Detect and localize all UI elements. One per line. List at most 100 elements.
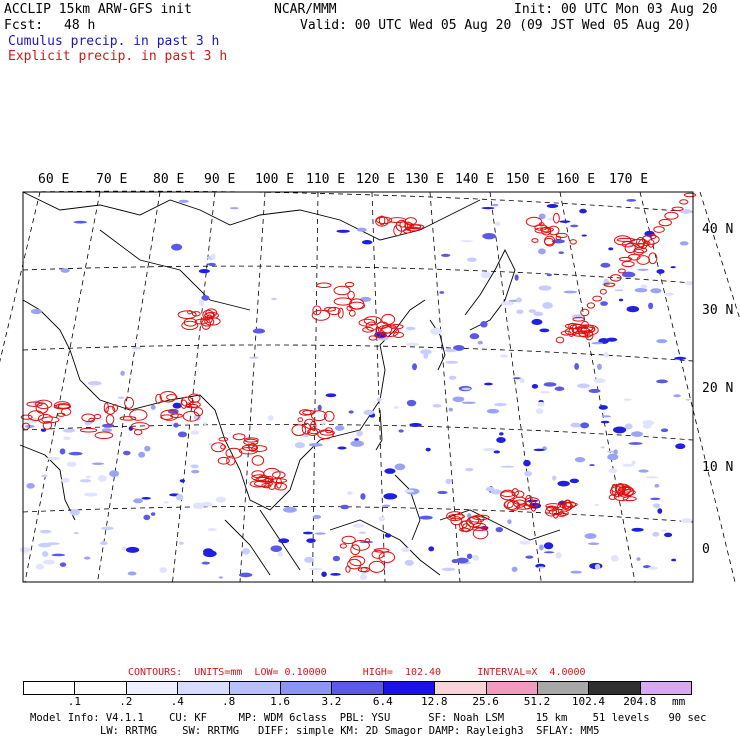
explicit-precip-contour: [555, 336, 565, 344]
cumulus-precip-cell: [507, 519, 512, 525]
cumulus-precip-cell: [645, 476, 659, 479]
cumulus-precip-cell: [308, 442, 323, 447]
cumulus-precip-cell: [631, 431, 643, 437]
explicit-precip-contour: [155, 393, 162, 404]
cumulus-precip-cell: [500, 354, 509, 358]
explicit-precip-contour: [350, 544, 361, 556]
cumulus-precip-cell: [332, 555, 341, 562]
cumulus-precip-cell: [40, 428, 47, 432]
explicit-precip-contour: [182, 410, 200, 422]
cumulus-precip-cell: [600, 446, 605, 449]
explicit-precip-contour: [621, 486, 634, 497]
cumulus-precip-cell: [171, 243, 183, 251]
footer-model-info: Model Info: V4.1.1 CU: KF MP: WDM 6class…: [30, 712, 707, 724]
explicit-precip-contour: [611, 483, 617, 495]
cumulus-precip-cell: [670, 266, 676, 269]
cumulus-precip-cell: [283, 506, 297, 513]
cumulus-precip-cell: [314, 532, 326, 535]
explicit-precip-contour: [524, 494, 533, 506]
cumulus-precip-cell: [79, 479, 92, 483]
explicit-precip-contour: [580, 308, 590, 317]
explicit-precip-contour: [653, 226, 665, 233]
cumulus-precip-cell: [597, 363, 602, 371]
legend-cumulus: Cumulus precip. in past 3 h: [8, 34, 220, 49]
cumulus-precip-cell: [445, 360, 459, 364]
cumulus-precip-cell: [539, 328, 550, 333]
explicit-precip-contour: [614, 483, 631, 496]
cumulus-precip-cell: [452, 396, 465, 403]
cumulus-precip-cell: [605, 337, 618, 342]
colorbar-level: 51.2: [523, 695, 551, 708]
cumulus-precip-cell: [591, 342, 604, 345]
cumulus-precip-cell: [466, 553, 473, 560]
cumulus-precip-cell: [494, 402, 507, 407]
cumulus-precip-cell: [461, 387, 471, 391]
cumulus-precip-cell: [495, 526, 504, 533]
cumulus-precip-cell: [117, 396, 125, 400]
cumulus-precip-cell: [660, 428, 669, 433]
explicit-precip-contour: [347, 558, 362, 570]
cumulus-precip-cell: [589, 464, 595, 467]
fcst-label: Fcst:: [4, 18, 44, 33]
explicit-precip-contour: [299, 409, 312, 416]
cumulus-precip-cell: [648, 566, 658, 570]
cumulus-precip-cell: [481, 206, 495, 210]
cumulus-precip-cell: [376, 397, 382, 402]
cumulus-precip-cell: [66, 461, 77, 467]
cumulus-precip-cell: [419, 515, 433, 520]
cumulus-precip-cell: [141, 496, 151, 500]
cumulus-precip-cell: [404, 559, 414, 566]
cumulus-precip-cell: [143, 514, 151, 521]
cumulus-precip-cell: [579, 208, 587, 214]
explicit-precip-contour: [555, 232, 568, 239]
colorbar-swatch: [280, 681, 333, 695]
explicit-precip-contour: [649, 233, 657, 240]
explicit-precip-contour: [166, 394, 178, 401]
cumulus-precip-cell: [482, 232, 496, 240]
cumulus-precip-cell: [656, 379, 669, 384]
cumulus-precip-cell: [680, 518, 693, 524]
org-label: NCAR/MMM: [274, 2, 337, 17]
cumulus-precip-cell: [200, 502, 213, 507]
explicit-precip-contour: [319, 430, 335, 436]
coastline-segment: [22, 299, 426, 511]
cumulus-precip-cell: [554, 386, 565, 391]
colorbar-level: .1: [67, 695, 82, 708]
explicit-precip-contour: [316, 282, 332, 289]
valid-time: Valid: 00 UTC Wed 05 Aug 20 (09 JST Wed …: [300, 18, 692, 33]
explicit-precip-contour: [638, 238, 648, 250]
cumulus-precip-cell: [448, 375, 457, 380]
explicit-precip-contour: [642, 240, 651, 247]
cumulus-precip-cell: [477, 340, 483, 345]
explicit-precip-contour: [124, 396, 135, 409]
cumulus-precip-cell: [600, 301, 608, 306]
cumulus-precip-cell: [631, 460, 636, 465]
lat-label: 30 N: [702, 303, 734, 318]
cumulus-precip-cell: [138, 451, 146, 458]
explicit-precip-contour: [220, 444, 227, 450]
explicit-precip-contour: [471, 526, 488, 531]
lon-line: [639, 191, 736, 583]
explicit-precip-contour: [60, 407, 72, 416]
cumulus-precip-cell: [685, 398, 692, 401]
explicit-precip-contour: [35, 399, 53, 410]
cumulus-precip-cell: [500, 301, 515, 306]
colorbar-level: 3.2: [321, 695, 342, 708]
explicit-precip-contour: [378, 215, 386, 226]
cumulus-precip-cell: [19, 547, 31, 553]
cumulus-precip-cell: [278, 538, 290, 544]
explicit-precip-contour: [679, 199, 689, 205]
explicit-precip-contour: [324, 306, 337, 312]
explicit-precip-contour: [472, 514, 490, 521]
explicit-precip-contour: [525, 216, 543, 227]
explicit-precip-contour: [79, 427, 98, 433]
cumulus-precip-cell: [533, 311, 544, 317]
explicit-precip-contour: [37, 413, 53, 424]
cumulus-precip-cell: [637, 268, 649, 271]
cumulus-precip-cell: [330, 573, 341, 576]
cumulus-precip-cell: [198, 268, 210, 274]
cumulus-precip-cell: [600, 262, 611, 268]
cumulus-precip-cell: [485, 486, 495, 492]
explicit-precip-contour: [565, 501, 577, 509]
cumulus-precip-cell: [393, 405, 399, 409]
